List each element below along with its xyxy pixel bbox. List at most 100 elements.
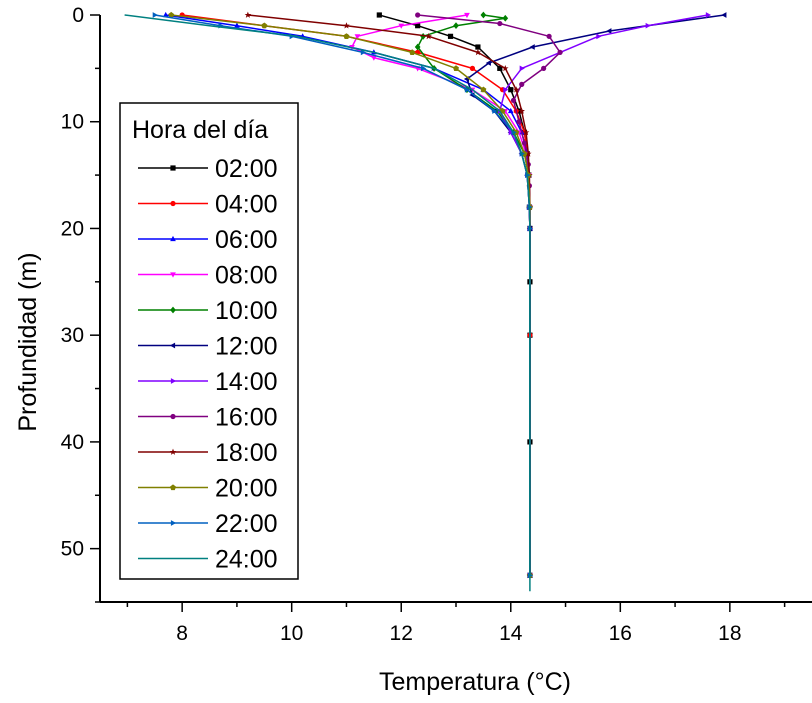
data-point: [343, 22, 350, 29]
data-point: [398, 23, 405, 29]
x-tick-label: 12: [390, 622, 413, 645]
legend-item: 02:00: [138, 155, 278, 183]
legend-label: 06:00: [215, 226, 278, 254]
legend-label: 20:00: [215, 475, 278, 503]
data-point: [521, 150, 528, 157]
data-point: [541, 65, 547, 71]
data-point: [162, 11, 169, 18]
legend-item: 08:00: [138, 262, 278, 290]
data-point: [453, 65, 459, 71]
data-point: [354, 34, 361, 40]
data-point: [519, 65, 525, 72]
data-point: [497, 20, 503, 27]
data-point: [557, 49, 563, 55]
data-point: [170, 413, 176, 420]
series-line: [466, 14, 725, 576]
legend-item: 04:00: [138, 191, 278, 219]
data-point: [170, 165, 176, 171]
x-tick-label: 8: [176, 622, 188, 645]
data-point: [234, 22, 240, 28]
x-tick-label: 16: [609, 622, 632, 645]
data-point: [529, 44, 535, 50]
data-point: [546, 33, 552, 39]
data-point: [170, 484, 176, 491]
data-point: [645, 22, 651, 29]
data-point: [169, 342, 176, 349]
data-point: [492, 108, 498, 114]
legend-item: 16:00: [138, 404, 278, 432]
data-point: [244, 11, 252, 18]
data-point: [508, 87, 514, 93]
data-point: [168, 11, 175, 18]
legend-label: 10:00: [215, 297, 278, 325]
data-point: [370, 55, 377, 61]
series-line: [124, 14, 531, 592]
data-point: [170, 235, 176, 242]
legend-item: 12:00: [138, 333, 278, 361]
series-2400: [124, 14, 531, 592]
data-point: [508, 129, 514, 136]
data-point: [522, 129, 530, 136]
data-point: [409, 49, 416, 55]
legend-label: 02:00: [215, 155, 278, 183]
data-point: [415, 23, 421, 29]
data-point: [516, 108, 522, 114]
data-point: [519, 81, 525, 87]
legend-item: 14:00: [138, 368, 278, 396]
data-point: [705, 12, 712, 18]
data-point: [170, 378, 177, 384]
data-point: [170, 200, 176, 207]
data-point: [343, 33, 350, 39]
data-point: [261, 22, 268, 29]
legend-label: 12:00: [215, 333, 278, 361]
data-point: [360, 49, 367, 56]
legend-item: 22:00: [138, 510, 278, 538]
legend-item: 10:00: [138, 297, 278, 325]
data-point: [152, 12, 158, 18]
legend-item: 18:00: [138, 439, 278, 467]
x-tick-label: 18: [718, 622, 741, 645]
data-point: [721, 12, 727, 18]
y-tick-label: 50: [61, 538, 84, 561]
legend-item: 06:00: [138, 226, 278, 254]
data-point: [507, 107, 514, 114]
data-point: [510, 97, 517, 103]
data-point: [502, 14, 509, 22]
legend-label: 18:00: [215, 439, 278, 467]
data-point: [497, 65, 503, 71]
axes: 8 10 12 14 16 18 0 10 20 30 40 50: [61, 4, 812, 645]
y-tick-label: 0: [72, 4, 84, 27]
data-point: [596, 33, 602, 40]
legend-label: 04:00: [215, 191, 278, 219]
data-point: [170, 520, 177, 526]
series-line: [499, 14, 709, 576]
data-point: [415, 12, 421, 18]
y-tick-label: 10: [61, 111, 84, 134]
data-point: [606, 28, 612, 34]
data-point: [447, 33, 454, 39]
legend-label: 14:00: [215, 368, 278, 396]
data-point: [464, 12, 470, 19]
data-point: [512, 86, 520, 93]
legend-label: 08:00: [215, 262, 278, 290]
y-tick-label: 20: [61, 217, 84, 240]
x-tick-label: 10: [280, 622, 303, 645]
legend-label: 16:00: [215, 404, 278, 432]
data-point: [518, 107, 525, 114]
data-point: [521, 140, 528, 146]
series-line: [247, 14, 531, 576]
data-point: [503, 86, 509, 93]
data-point: [169, 448, 177, 455]
series-line: [171, 14, 531, 576]
legend-item: 24:00: [138, 546, 278, 574]
legend-title: Hora del día: [132, 116, 268, 144]
data-point: [474, 48, 482, 56]
series-line: [417, 14, 561, 576]
legend-label: 22:00: [215, 510, 278, 538]
y-axis-label: Profundidad (m): [14, 252, 42, 431]
data-point: [170, 306, 176, 314]
data-point: [421, 65, 427, 72]
data-point: [469, 65, 476, 71]
legend-item: 20:00: [138, 475, 278, 503]
